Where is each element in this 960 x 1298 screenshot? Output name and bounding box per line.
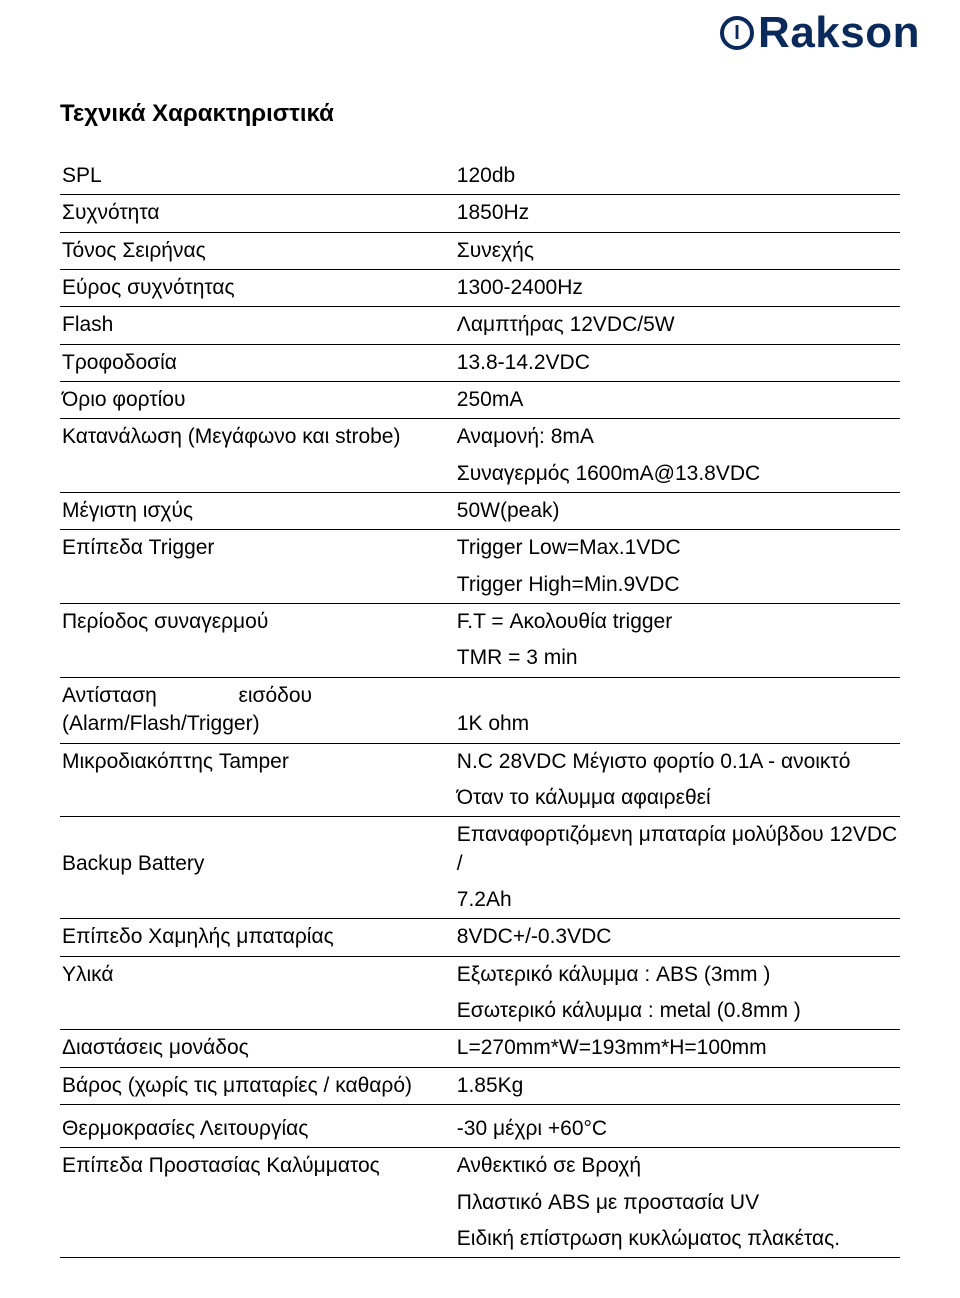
table-row: Κατανάλωση (Μεγάφωνο και strobe)Αναμονή:… [60, 419, 900, 456]
table-row: Θερμοκρασίες Λειτουργίας-30 μέχρι +60°C [60, 1104, 900, 1147]
spec-value: L=270mm*W=193mm*H=100mm [455, 1030, 900, 1067]
spec-label [60, 1185, 455, 1221]
table-row: Συναγερμός 1600mA@13.8VDC [60, 456, 900, 493]
table-row: Επίπεδα Προστασίας ΚαλύμματοςΑνθεκτικό σ… [60, 1148, 900, 1185]
spec-label: Περίοδος συναγερμού [60, 604, 455, 641]
spec-label [60, 456, 455, 493]
brand-logo-icon: I [720, 16, 754, 50]
spec-value: 1300-2400Hz [455, 270, 900, 307]
spec-label [60, 882, 455, 919]
spec-value: 7.2Ah [455, 882, 900, 919]
spec-label: Βάρος (χωρίς τις μπαταρίες / καθαρό) [60, 1067, 455, 1104]
table-row: 7.2Ah [60, 882, 900, 919]
spec-table-body: SPL120dbΣυχνότητα1850HzΤόνος ΣειρήναςΣυν… [60, 158, 900, 1258]
spec-value: 250mA [455, 382, 900, 419]
spec-label: Υλικά [60, 956, 455, 993]
spec-label: SPL [60, 158, 455, 195]
spec-label: Επίπεδα Trigger [60, 530, 455, 567]
spec-value: Λαμπτήρας 12VDC/5W [455, 307, 900, 344]
table-row: Διαστάσεις μονάδοςL=270mm*W=193mm*H=100m… [60, 1030, 900, 1067]
table-row: Εύρος συχνότητας1300-2400Hz [60, 270, 900, 307]
spec-label [60, 567, 455, 604]
spec-value: 8VDC+/-0.3VDC [455, 919, 900, 956]
table-row: Όταν το κάλυμμα αφαιρεθεί [60, 780, 900, 817]
table-row: TMR = 3 min [60, 640, 900, 677]
table-row: Μικροδιακόπτης TamperN.C 28VDC Μέγιστο φ… [60, 743, 900, 780]
spec-label: Αντίσταση εισόδου (Alarm/Flash/Trigger) [60, 677, 455, 743]
table-row: Επίπεδο Χαμηλής μπαταρίας8VDC+/-0.3VDC [60, 919, 900, 956]
table-row: Μέγιστη ισχύς50W(peak) [60, 493, 900, 530]
table-row: ΥλικάΕξωτερικό κάλυμμα : ABS (3mm ) [60, 956, 900, 993]
spec-value: 1K ohm [455, 677, 900, 743]
spec-label: Διαστάσεις μονάδος [60, 1030, 455, 1067]
spec-label: Όριο φορτίου [60, 382, 455, 419]
table-row: Trigger High=Min.9VDC [60, 567, 900, 604]
page: I Rakson Τεχνικά Χαρακτηριστικά SPL120db… [0, 0, 960, 1298]
spec-value: Πλαστικό ABS με προστασία UV [455, 1185, 900, 1221]
spec-value: Συνεχής [455, 232, 900, 269]
spec-label: Μικροδιακόπτης Tamper [60, 743, 455, 780]
table-row: Πλαστικό ABS με προστασία UV [60, 1185, 900, 1221]
spec-value: -30 μέχρι +60°C [455, 1104, 900, 1147]
page-title: Τεχνικά Χαρακτηριστικά [60, 100, 900, 128]
spec-label: Μέγιστη ισχύς [60, 493, 455, 530]
spec-value: Όταν το κάλυμμα αφαιρεθεί [455, 780, 900, 817]
spec-label: Επίπεδο Χαμηλής μπαταρίας [60, 919, 455, 956]
table-row: Backup BatteryΕπαναφορτιζόμενη μπαταρία … [60, 817, 900, 882]
spec-value: 13.8-14.2VDC [455, 344, 900, 381]
table-row: Αντίσταση εισόδου (Alarm/Flash/Trigger)1… [60, 677, 900, 743]
spec-value: Trigger High=Min.9VDC [455, 567, 900, 604]
brand-logo: I Rakson [720, 8, 920, 58]
spec-value: Trigger Low=Max.1VDC [455, 530, 900, 567]
table-row: Τόνος ΣειρήναςΣυνεχής [60, 232, 900, 269]
spec-label [60, 1221, 455, 1258]
spec-value: N.C 28VDC Μέγιστο φορτίο 0.1A - ανοικτό [455, 743, 900, 780]
spec-label [60, 640, 455, 677]
table-row: Συχνότητα1850Hz [60, 195, 900, 232]
table-row: SPL120db [60, 158, 900, 195]
spec-value: 120db [455, 158, 900, 195]
table-row: FlashΛαμπτήρας 12VDC/5W [60, 307, 900, 344]
table-row: Εσωτερικό κάλυμμα : metal (0.8mm ) [60, 993, 900, 1030]
spec-label: Εύρος συχνότητας [60, 270, 455, 307]
spec-label: Συχνότητα [60, 195, 455, 232]
spec-value: Αναμονή: 8mA [455, 419, 900, 456]
spec-label: Κατανάλωση (Μεγάφωνο και strobe) [60, 419, 455, 456]
spec-label: Backup Battery [60, 817, 455, 882]
table-row: Όριο φορτίου250mA [60, 382, 900, 419]
brand-logo-text: Rakson [758, 8, 920, 58]
table-row: Επίπεδα TriggerTrigger Low=Max.1VDC [60, 530, 900, 567]
spec-value: F.T = Ακολουθία trigger [455, 604, 900, 641]
spec-value: TMR = 3 min [455, 640, 900, 677]
spec-value: 1.85Kg [455, 1067, 900, 1104]
spec-value: Συναγερμός 1600mA@13.8VDC [455, 456, 900, 493]
spec-value: Επαναφορτιζόμενη μπαταρία μολύβδου 12VDC… [455, 817, 900, 882]
table-row: Τροφοδοσία13.8-14.2VDC [60, 344, 900, 381]
spec-value: Εσωτερικό κάλυμμα : metal (0.8mm ) [455, 993, 900, 1030]
spec-value: 50W(peak) [455, 493, 900, 530]
spec-label: Θερμοκρασίες Λειτουργίας [60, 1104, 455, 1147]
table-row: Βάρος (χωρίς τις μπαταρίες / καθαρό)1.85… [60, 1067, 900, 1104]
spec-label: Flash [60, 307, 455, 344]
table-row: Ειδική επίστρωση κυκλώματος πλακέτας. [60, 1221, 900, 1258]
table-row: Περίοδος συναγερμούF.T = Ακολουθία trigg… [60, 604, 900, 641]
spec-label: Επίπεδα Προστασίας Καλύμματος [60, 1148, 455, 1185]
spec-table: SPL120dbΣυχνότητα1850HzΤόνος ΣειρήναςΣυν… [60, 158, 900, 1258]
spec-value: Εξωτερικό κάλυμμα : ABS (3mm ) [455, 956, 900, 993]
spec-value: Ανθεκτικό σε Βροχή [455, 1148, 900, 1185]
spec-label: Τόνος Σειρήνας [60, 232, 455, 269]
spec-value: Ειδική επίστρωση κυκλώματος πλακέτας. [455, 1221, 900, 1258]
spec-label [60, 780, 455, 817]
spec-value: 1850Hz [455, 195, 900, 232]
spec-label: Τροφοδοσία [60, 344, 455, 381]
spec-label [60, 993, 455, 1030]
